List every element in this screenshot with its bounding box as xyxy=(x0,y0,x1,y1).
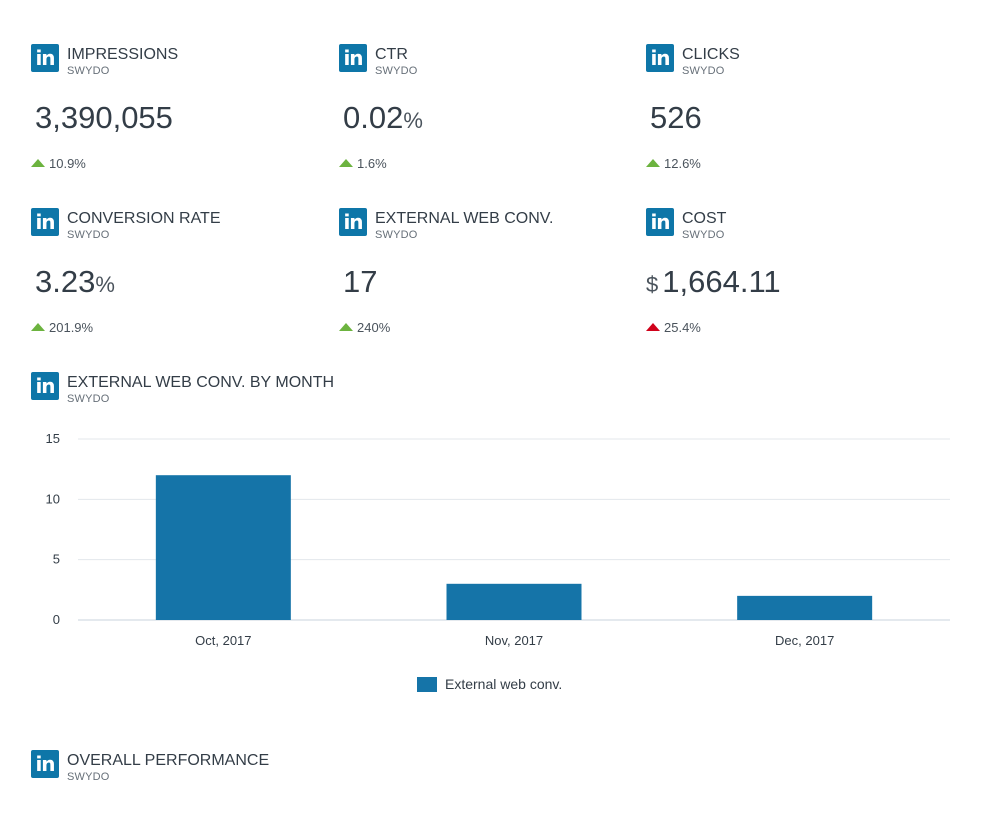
chart-title: EXTERNAL WEB CONV. BY MONTH xyxy=(67,374,335,391)
metric-source: SWYDO xyxy=(375,65,418,77)
y-tick-label: 15 xyxy=(46,431,60,446)
metric-change: 25.4% xyxy=(646,320,701,335)
metric-value: 3,390,055 xyxy=(35,100,173,135)
metric-change: 12.6% xyxy=(646,156,701,171)
chart-section-header: in EXTERNAL WEB CONV. BY MONTH SWYDO xyxy=(31,372,335,412)
metric-ctr: in CTR SWYDO 0.02% 1.6% xyxy=(339,44,639,184)
metric-change: 1.6% xyxy=(339,156,387,171)
metric-title: CONVERSION RATE xyxy=(67,210,221,227)
linkedin-icon: in xyxy=(339,44,367,72)
overall-section-header: in OVERALL PERFORMANCE SWYDO xyxy=(31,750,331,790)
chart-source: SWYDO xyxy=(67,393,110,405)
linkedin-icon: in xyxy=(31,750,59,778)
metric-value: 17 xyxy=(343,264,378,299)
metric-clicks: in CLICKS SWYDO 526 12.6% xyxy=(646,44,946,184)
metric-value: $1,664.11 xyxy=(646,264,781,299)
metric-change: 10.9% xyxy=(31,156,86,171)
linkedin-icon: in xyxy=(646,208,674,236)
metric-title: EXTERNAL WEB CONV. xyxy=(375,210,554,227)
metric-source: SWYDO xyxy=(67,229,110,241)
metric-title: CLICKS xyxy=(682,46,740,63)
x-tick-label: Oct, 2017 xyxy=(195,633,251,648)
linkedin-icon: in xyxy=(31,372,59,400)
y-tick-label: 10 xyxy=(46,491,60,506)
linkedin-icon: in xyxy=(31,44,59,72)
legend-label: External web conv. xyxy=(445,676,563,692)
chart-legend: External web conv. xyxy=(417,676,562,692)
metric-title: CTR xyxy=(375,46,408,63)
linkedin-icon: in xyxy=(31,208,59,236)
chart-bar[interactable] xyxy=(737,595,873,620)
arrow-up-icon xyxy=(646,159,660,167)
metric-change: 240% xyxy=(339,320,390,335)
metric-source: SWYDO xyxy=(682,65,725,77)
y-tick-label: 5 xyxy=(53,552,60,567)
metric-value: 3.23% xyxy=(35,264,115,299)
x-tick-label: Nov, 2017 xyxy=(485,633,543,648)
x-tick-label: Dec, 2017 xyxy=(775,633,834,648)
metric-source: SWYDO xyxy=(682,229,725,241)
metric-change: 201.9% xyxy=(31,320,93,335)
metric-external-web-conv: in EXTERNAL WEB CONV. SWYDO 17 240% xyxy=(339,208,639,348)
metric-impressions: in IMPRESSIONS SWYDO 3,390,055 10.9% xyxy=(31,44,331,184)
y-tick-label: 0 xyxy=(53,612,60,627)
linkedin-icon: in xyxy=(339,208,367,236)
metric-source: SWYDO xyxy=(67,65,110,77)
overall-title: OVERALL PERFORMANCE xyxy=(67,752,270,769)
chart-bar[interactable] xyxy=(446,583,582,620)
arrow-up-icon xyxy=(31,159,45,167)
metric-conversion-rate: in CONVERSION RATE SWYDO 3.23% 201.9% xyxy=(31,208,331,348)
metric-value: 0.02% xyxy=(343,100,423,135)
legend-swatch xyxy=(417,677,437,692)
metric-title: IMPRESSIONS xyxy=(67,46,179,63)
arrow-up-icon xyxy=(31,323,45,331)
arrow-up-icon xyxy=(339,159,353,167)
chart-bar[interactable] xyxy=(155,475,291,620)
metric-title: COST xyxy=(682,210,727,227)
metric-value: 526 xyxy=(650,100,702,135)
overall-source: SWYDO xyxy=(67,771,110,783)
metric-source: SWYDO xyxy=(375,229,418,241)
arrow-up-icon xyxy=(646,323,660,331)
linkedin-icon: in xyxy=(646,44,674,72)
metric-cost: in COST SWYDO $1,664.11 25.4% xyxy=(646,208,946,348)
arrow-up-icon xyxy=(339,323,353,331)
